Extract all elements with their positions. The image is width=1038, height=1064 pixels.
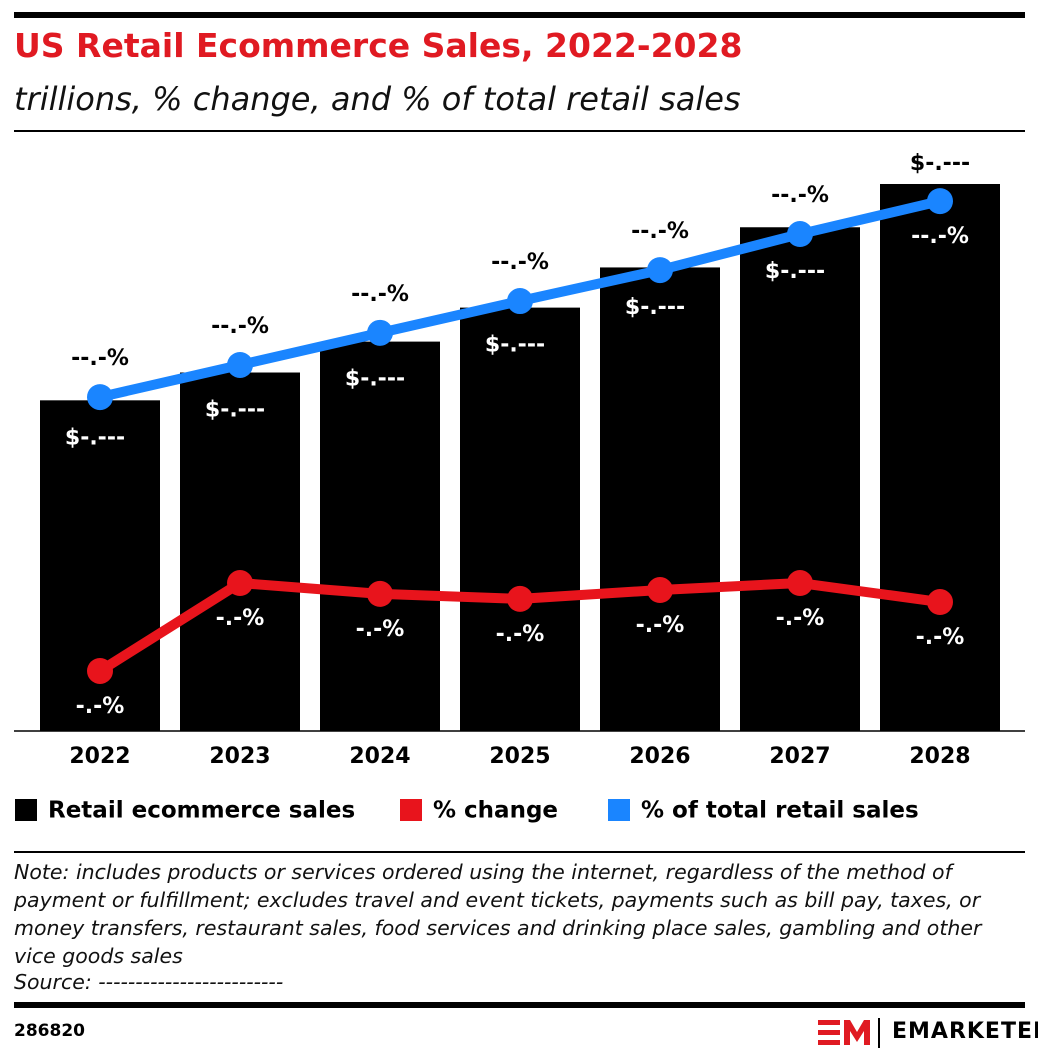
x-tick-label: 2025 — [489, 744, 550, 769]
point — [647, 257, 673, 284]
point — [87, 657, 113, 684]
bar — [600, 267, 720, 731]
bar — [880, 183, 1000, 731]
legend-swatch — [608, 799, 630, 821]
bar — [320, 341, 440, 731]
point — [227, 570, 253, 597]
x-tick-label: 2027 — [769, 744, 830, 769]
point — [87, 384, 113, 411]
point — [227, 351, 253, 378]
point — [647, 577, 673, 604]
note: Note: includes products or services orde… — [14, 860, 982, 968]
x-tick-label: 2028 — [909, 744, 970, 769]
data-label: -.-% — [356, 617, 405, 642]
source: Source: ------------------------- — [14, 970, 284, 994]
data-label: $-.--- — [65, 425, 125, 450]
point — [927, 188, 953, 215]
bottom-rule — [14, 1002, 1025, 1008]
point — [927, 589, 953, 616]
data-label: -.-% — [76, 694, 125, 719]
data-label: --.-% — [911, 224, 969, 249]
data-label: -.-% — [636, 613, 685, 638]
data-label: $-.--- — [205, 398, 265, 423]
point — [507, 585, 533, 612]
data-label: $-.--- — [485, 333, 545, 358]
legend-label: Retail ecommerce sales — [48, 798, 355, 824]
data-label: $-.--- — [345, 367, 405, 392]
point — [367, 319, 393, 346]
logo — [818, 1018, 880, 1048]
data-label: $-.--- — [625, 295, 685, 320]
point — [787, 570, 813, 597]
chart-id: 286820 — [14, 1021, 85, 1041]
brand: EMARKETER — [892, 1019, 1038, 1044]
x-tick-label: 2024 — [349, 744, 410, 769]
data-label: -.-% — [496, 622, 545, 647]
x-tick-label: 2022 — [69, 744, 130, 769]
chart-subtitle: trillions, % change, and % of total reta… — [14, 80, 741, 118]
data-label: $-.--- — [910, 151, 970, 176]
data-label: --.-% — [491, 250, 549, 275]
point — [787, 221, 813, 248]
bar — [460, 307, 580, 731]
rule — [14, 851, 1025, 853]
data-label: --.-% — [71, 346, 129, 371]
data-label: --.-% — [631, 219, 689, 244]
data-label: --.-% — [211, 314, 269, 339]
legend-label: % of total retail sales — [641, 798, 919, 824]
point — [507, 288, 533, 315]
chart-title: US Retail Ecommerce Sales, 2022-2028 — [14, 26, 743, 65]
legend-swatch — [15, 799, 37, 821]
data-label: --.-% — [771, 183, 829, 208]
data-label: -.-% — [216, 606, 265, 631]
rule — [14, 130, 1025, 132]
x-tick-label: 2023 — [209, 744, 270, 769]
bar — [740, 227, 860, 732]
bar — [180, 372, 300, 731]
legend-swatch — [400, 799, 422, 821]
x-tick-label: 2026 — [629, 744, 690, 769]
data-label: -.-% — [916, 625, 965, 650]
point — [367, 580, 393, 607]
data-label: -.-% — [776, 606, 825, 631]
legend-label: % change — [433, 798, 558, 824]
top-rule — [14, 12, 1025, 18]
data-label: --.-% — [351, 282, 409, 307]
data-label: $-.--- — [765, 259, 825, 284]
